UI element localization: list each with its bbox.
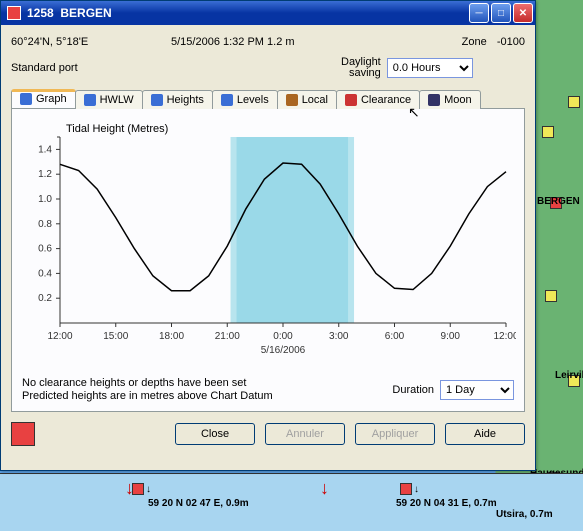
map-label-leirvik: Leirvik bbox=[555, 370, 583, 381]
map-coord-2: 59 20 N 04 31 E, 0.7m bbox=[396, 498, 497, 509]
svg-text:12:00: 12:00 bbox=[47, 331, 72, 342]
svg-text:1.4: 1.4 bbox=[38, 144, 52, 155]
window-title: 1258 BERGEN bbox=[27, 6, 467, 20]
map-label-bergen: BERGEN bbox=[537, 196, 580, 207]
tab-clearance[interactable]: Clearance bbox=[336, 90, 420, 109]
chart-footer: No clearance heights or depths have been… bbox=[22, 377, 514, 403]
tab-graph[interactable]: Graph bbox=[11, 89, 76, 108]
heights-icon bbox=[151, 94, 163, 106]
map-marker bbox=[400, 483, 412, 495]
zone-value: -0100 bbox=[491, 36, 525, 48]
chart-title: Tidal Height (Metres) bbox=[66, 123, 168, 135]
tide-chart: 0.2 0.4 0.6 0.8 1.0 1.2 1.4 12:00 15:00 18:00 21:0… bbox=[22, 119, 516, 367]
close-window-button[interactable]: ✕ bbox=[513, 3, 533, 23]
svg-text:3:00: 3:00 bbox=[329, 331, 349, 342]
svg-text:6:00: 6:00 bbox=[385, 331, 405, 342]
hwlw-icon bbox=[84, 94, 96, 106]
apply-button: Appliquer bbox=[355, 423, 435, 445]
tab-label: Clearance bbox=[361, 94, 411, 106]
cancel-button: Annuler bbox=[265, 423, 345, 445]
chart-msg: No clearance heights or depths have been… bbox=[22, 377, 273, 403]
svg-text:12:00: 12:00 bbox=[493, 331, 516, 342]
moon-icon bbox=[428, 94, 440, 106]
client-area: 60°24'N, 5°18'E 5/15/2006 1:32 PM 1.2 m … bbox=[1, 25, 535, 454]
svg-text:1.0: 1.0 bbox=[38, 194, 52, 205]
local-icon bbox=[286, 94, 298, 106]
map-marker bbox=[545, 290, 557, 302]
map-bottom-bar: ↓ 59 20 N 02 47 E, 0.9m ↓ 59 20 N 04 31 … bbox=[0, 473, 583, 531]
maximize-button[interactable]: □ bbox=[491, 3, 511, 23]
map-marker bbox=[542, 126, 554, 138]
datetime: 5/15/2006 1:32 PM 1.2 m bbox=[171, 36, 341, 48]
duration-select[interactable]: 1 Day bbox=[440, 380, 514, 400]
tab-label: Local bbox=[302, 94, 328, 106]
help-button[interactable]: Aide bbox=[445, 423, 525, 445]
svg-text:15:00: 15:00 bbox=[103, 331, 128, 342]
svg-text:18:00: 18:00 bbox=[159, 331, 184, 342]
graph-icon bbox=[20, 93, 32, 105]
info-row-1: 60°24'N, 5°18'E 5/15/2006 1:32 PM 1.2 m … bbox=[11, 33, 525, 51]
tab-levels[interactable]: Levels bbox=[212, 90, 278, 109]
tab-strip: Graph HWLW Heights Levels Local Clearance Moon bbox=[11, 89, 525, 109]
tab-heights[interactable]: Heights bbox=[142, 90, 213, 109]
clearance-icon bbox=[345, 94, 357, 106]
tab-hwlw[interactable]: HWLW bbox=[75, 90, 143, 109]
close-button[interactable]: Close bbox=[175, 423, 255, 445]
map-label-utsira: Utsira, 0.7m bbox=[496, 509, 553, 520]
svg-text:1.2: 1.2 bbox=[38, 169, 52, 180]
map-coord-1: 59 20 N 02 47 E, 0.9m bbox=[148, 498, 249, 509]
svg-text:0.6: 0.6 bbox=[38, 244, 52, 255]
zone-label: Zone bbox=[462, 36, 487, 48]
svg-text:21:00: 21:00 bbox=[215, 331, 240, 342]
record-indicator[interactable] bbox=[11, 422, 35, 446]
app-icon bbox=[7, 6, 21, 20]
tab-label: HWLW bbox=[100, 94, 134, 106]
tab-label: Levels bbox=[237, 94, 269, 106]
tab-label: Heights bbox=[167, 94, 204, 106]
svg-text:0.8: 0.8 bbox=[38, 219, 52, 230]
daylight-label: Daylightsaving bbox=[341, 57, 381, 79]
svg-text:0.2: 0.2 bbox=[38, 293, 52, 304]
tab-label: Moon bbox=[444, 94, 472, 106]
tab-moon[interactable]: Moon bbox=[419, 90, 481, 109]
port-label: Standard port bbox=[11, 62, 341, 74]
tab-local[interactable]: Local bbox=[277, 90, 337, 109]
levels-icon bbox=[221, 94, 233, 106]
titlebar[interactable]: 1258 BERGEN ─ □ ✕ bbox=[1, 1, 535, 25]
svg-text:5/16/2006: 5/16/2006 bbox=[261, 345, 306, 356]
coordinates: 60°24'N, 5°18'E bbox=[11, 36, 171, 48]
duration-label: Duration bbox=[392, 384, 434, 396]
info-row-2: Standard port Daylightsaving 0.0 Hours bbox=[11, 57, 525, 79]
tab-label: Graph bbox=[36, 93, 67, 105]
minimize-button[interactable]: ─ bbox=[469, 3, 489, 23]
svg-text:0:00: 0:00 bbox=[273, 331, 293, 342]
svg-text:0.4: 0.4 bbox=[38, 268, 52, 279]
svg-text:9:00: 9:00 bbox=[441, 331, 461, 342]
graph-panel: Tidal Height (Metres) 0.2 0.4 0.6 0.8 1.0 1.2… bbox=[11, 109, 525, 412]
map-marker bbox=[568, 96, 580, 108]
chart-container: Tidal Height (Metres) 0.2 0.4 0.6 0.8 1.0 1.2… bbox=[22, 119, 516, 367]
daylight-select[interactable]: 0.0 Hours bbox=[387, 58, 473, 78]
tide-window: 1258 BERGEN ─ □ ✕ 60°24'N, 5°18'E 5/15/2… bbox=[0, 0, 536, 471]
button-row: Close Annuler Appliquer Aide bbox=[11, 422, 525, 446]
